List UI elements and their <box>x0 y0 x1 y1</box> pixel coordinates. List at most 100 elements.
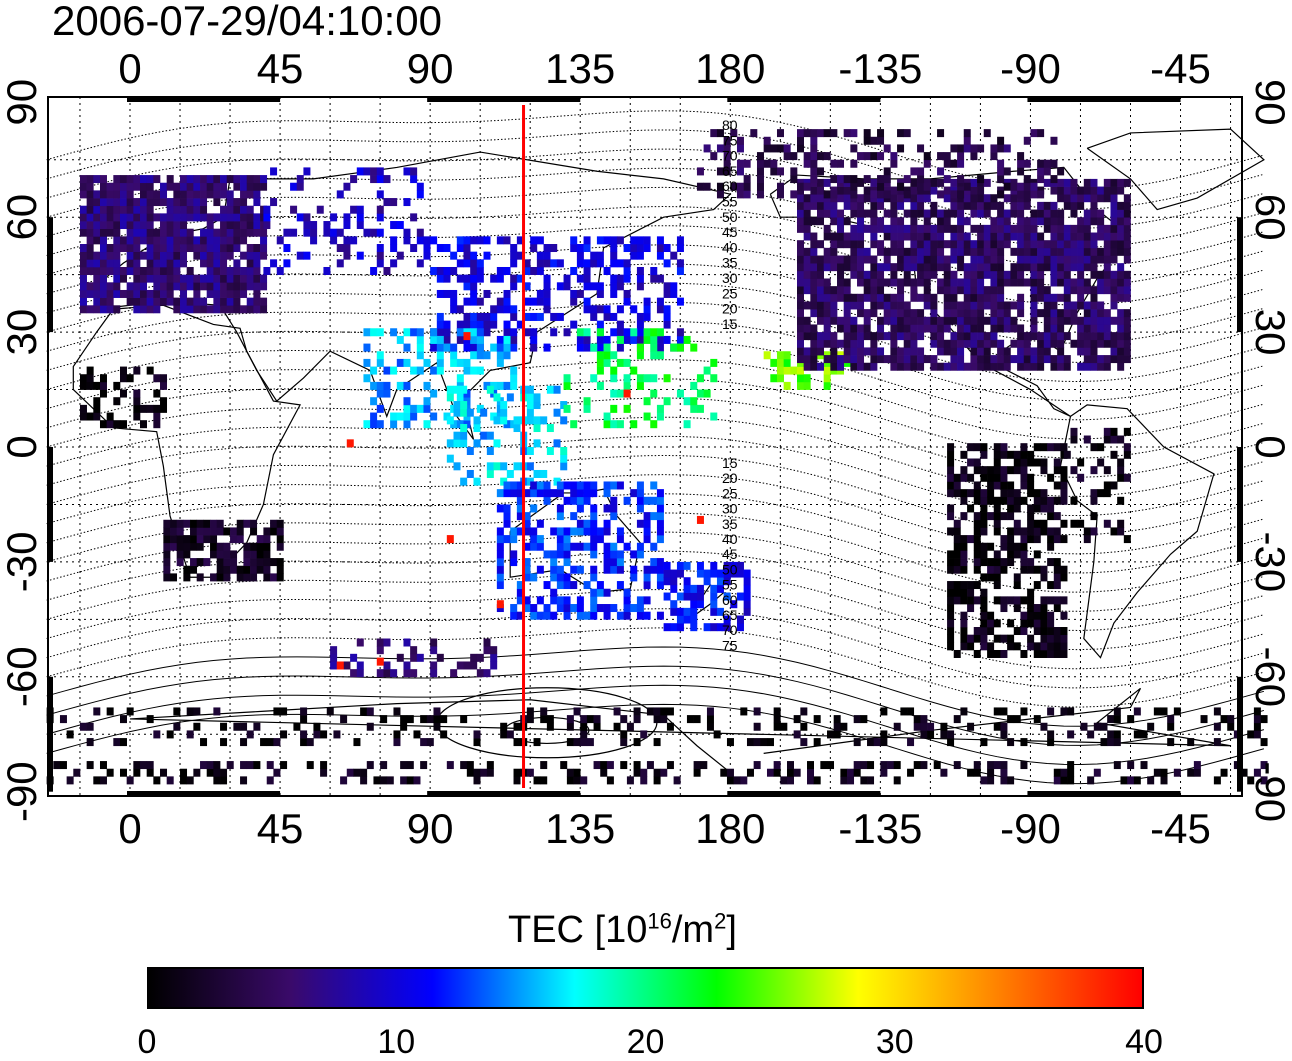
tec-cell <box>850 301 858 310</box>
tec-cell <box>776 366 784 375</box>
tec-cell <box>756 175 764 184</box>
tec-cell <box>303 251 311 260</box>
tec-cell <box>1090 247 1098 256</box>
tec-cell <box>463 366 471 375</box>
tec-cell <box>113 266 121 275</box>
tec-cell <box>830 209 838 218</box>
tec-cell <box>590 251 598 260</box>
tec-cell <box>663 335 671 344</box>
tec-cell <box>970 263 978 272</box>
tec-cell <box>1057 247 1065 256</box>
tec-cell <box>180 244 188 253</box>
tec-cell <box>550 565 558 574</box>
tec-cell <box>570 289 578 298</box>
tec-cell <box>923 159 931 168</box>
tec-cell <box>603 305 611 314</box>
tec-cell <box>1097 247 1105 256</box>
tec-cell <box>1140 730 1148 739</box>
tec-cell <box>670 289 678 298</box>
tec-cell <box>1007 776 1015 785</box>
tec-cell <box>716 144 724 153</box>
tec-cell <box>1097 186 1105 195</box>
frame-tick-bars <box>48 97 1242 796</box>
tec-cell <box>496 351 504 360</box>
tec-cell <box>1167 738 1175 747</box>
tec-cell <box>366 722 374 731</box>
tec-cell <box>1193 761 1201 770</box>
tec-cell <box>376 657 384 666</box>
tec-cell <box>920 715 928 724</box>
tec-cell <box>523 542 531 551</box>
tec-cell <box>753 707 761 716</box>
tec-cell <box>99 236 107 245</box>
tec-cell <box>236 573 244 582</box>
tec-cell <box>396 251 404 260</box>
tec-cell <box>1040 489 1048 498</box>
tec-cell <box>86 175 94 184</box>
tec-cell <box>1117 466 1125 475</box>
tec-cell <box>743 584 751 593</box>
tec-cell <box>523 558 531 567</box>
tec-cell <box>1090 332 1098 341</box>
tec-cell <box>953 715 961 724</box>
tec-cell <box>370 328 378 337</box>
tec-cell <box>797 332 804 341</box>
tec-cell <box>330 661 338 670</box>
tec-cell <box>533 776 541 785</box>
tec-cell <box>993 443 1001 452</box>
tec-cell <box>1007 542 1015 551</box>
tec-cell <box>133 205 141 214</box>
tec-cell <box>1050 247 1058 256</box>
tec-cell <box>1010 263 1018 272</box>
tec-cell <box>496 236 504 245</box>
tec-cell <box>987 768 995 777</box>
lat-tick-label-right: 0 <box>1247 435 1292 458</box>
tec-cell <box>1027 558 1035 567</box>
tec-cell <box>910 339 918 348</box>
tec-cell <box>220 190 228 199</box>
tec-cell <box>953 581 961 590</box>
tec-cell <box>897 182 905 191</box>
tec-cell <box>119 205 127 214</box>
tec-cell <box>506 730 514 739</box>
tec-cell <box>887 761 895 770</box>
tec-cell <box>917 347 925 356</box>
tec-cell <box>1053 443 1061 452</box>
tec-cell <box>186 274 194 283</box>
tec-cell <box>590 588 598 597</box>
tec-cell <box>890 152 898 161</box>
tec-cell <box>603 558 611 567</box>
tec-cell <box>1123 347 1131 356</box>
tec-cell <box>917 255 925 264</box>
tec-cell <box>463 332 471 341</box>
tec-cell <box>1260 738 1268 747</box>
tec-cell <box>1147 722 1155 731</box>
tec-cell <box>1220 768 1228 777</box>
tec-cell <box>376 389 384 398</box>
tec-cell <box>643 412 651 421</box>
tec-cell <box>797 381 804 390</box>
tec-cell <box>556 596 564 605</box>
tec-cell <box>880 707 888 716</box>
tec-cell <box>99 182 107 191</box>
tec-cell <box>810 270 818 279</box>
tec-cell <box>276 542 284 551</box>
tec-cell <box>206 221 214 230</box>
tec-cell <box>240 221 248 230</box>
tec-cell <box>470 328 478 337</box>
tec-cell <box>783 144 791 153</box>
tec-cell <box>877 301 885 310</box>
tec-cell <box>530 481 538 490</box>
tec-cell <box>99 289 107 298</box>
tec-cell <box>930 362 938 371</box>
lon-tick-label-top: 0 <box>118 45 141 92</box>
tec-cell <box>980 611 988 620</box>
tec-cell <box>263 558 271 567</box>
tec-cell <box>266 738 274 747</box>
tec-cell <box>910 316 918 325</box>
tec-cell <box>470 661 478 670</box>
tec-cell <box>506 469 514 478</box>
tec-cell <box>516 320 524 329</box>
tec-cell <box>810 136 818 145</box>
tec-cell <box>930 301 938 310</box>
